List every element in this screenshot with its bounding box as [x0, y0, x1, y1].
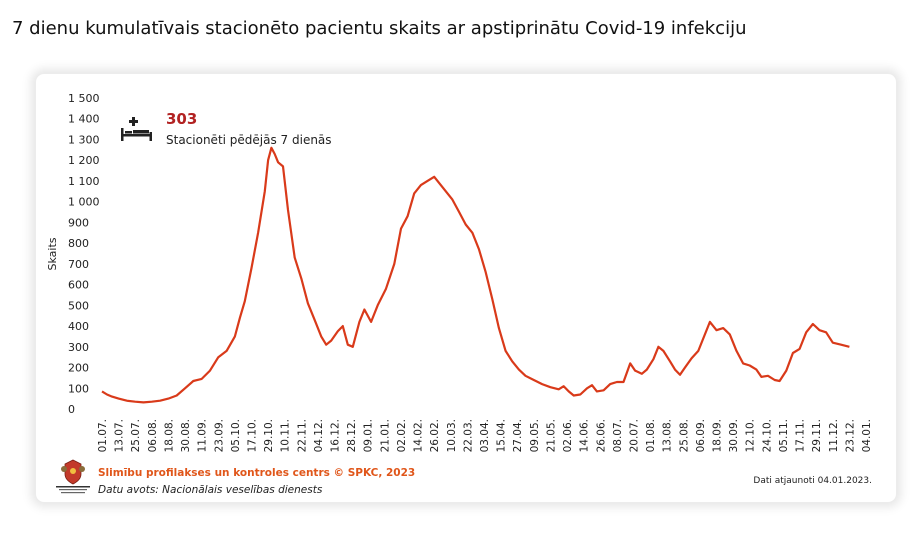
x-tick-label: 13.07. [114, 419, 126, 452]
series-line [101, 146, 850, 404]
y-tick-label: 900 [68, 216, 89, 229]
x-tick-label: 11.12. [828, 419, 840, 452]
y-axis: 0 100 200 300 400 500 600 700 800 900 1 000 1 100 1 … [68, 92, 100, 416]
x-tick-label: 18.09. [712, 419, 724, 452]
x-tick-label: 28.12. [346, 419, 358, 452]
x-tick-label: 23.12. [844, 419, 856, 452]
x-tick-label: 06.08. [147, 419, 159, 452]
source-organization: Slimību profilakses un kontroles centrs … [98, 467, 416, 479]
x-tick-label: 05.10. [230, 419, 242, 452]
kpi-label: Stacionēti pēdējās 7 dienās [166, 133, 332, 147]
x-tick-label: 04.12. [313, 419, 325, 452]
x-tick-label: 01.08. [645, 419, 657, 452]
x-tick-label: 30.08. [180, 419, 192, 452]
x-tick-label: 03.04. [479, 419, 491, 452]
x-tick-label: 25.08. [678, 419, 690, 452]
x-tick-label: 25.07. [130, 419, 142, 452]
updated-date-note: Dati atjaunoti 04.01.2023. [753, 476, 872, 486]
x-tick-label: 02.02. [396, 419, 408, 452]
y-tick-label: 700 [68, 258, 89, 271]
x-tick-label: 04.01. [861, 419, 873, 452]
chart-card: 0 100 200 300 400 500 600 700 800 900 1 000 1 100 1 … [36, 74, 896, 502]
y-tick-label: 1 300 [68, 133, 100, 146]
x-tick-label: 22.03. [462, 419, 474, 452]
y-axis-label: Skaits [46, 237, 59, 270]
x-tick-label: 15.04. [496, 419, 508, 452]
x-tick-label: 09.01. [363, 419, 375, 452]
x-tick-label: 05.11. [778, 419, 790, 452]
y-tick-label: 200 [68, 362, 89, 375]
y-tick-label: 1 400 [68, 113, 100, 126]
y-tick-label: 1 500 [68, 92, 100, 105]
x-tick-label: 24.10. [761, 419, 773, 452]
x-tick-label: 02.06. [562, 419, 574, 452]
x-tick-label: 14.02. [413, 419, 425, 452]
x-tick-label: 22.11. [296, 419, 308, 452]
y-tick-label: 300 [68, 341, 89, 354]
x-tick-label: 09.05. [529, 419, 541, 452]
x-tick-label: 17.11. [795, 419, 807, 452]
page-title: 7 dienu kumulatīvais stacionēto pacientu… [12, 18, 747, 39]
y-tick-label: 1 100 [68, 175, 100, 188]
x-tick-label: 26.06. [595, 419, 607, 452]
x-tick-label: 17.10. [246, 419, 258, 452]
spkc-logo [50, 457, 96, 499]
x-tick-label: 16.12. [330, 419, 342, 452]
x-tick-label: 27.04. [512, 419, 524, 452]
y-tick-label: 0 [68, 403, 75, 416]
y-tick-label: 600 [68, 279, 89, 292]
x-tick-label: 20.07. [628, 419, 640, 452]
x-tick-label: 29.10. [263, 419, 275, 452]
y-tick-label: 400 [68, 320, 89, 333]
x-tick-label: 06.09. [695, 419, 707, 452]
x-axis: 01.07. 13.07. 25.07. 06.08. 18.08. 30.08. 11.0… [97, 419, 873, 452]
data-source-note: Datu avots: Nacionālais veselības dienes… [98, 484, 323, 496]
x-tick-label: 30.09. [728, 419, 740, 452]
y-tick-label: 1 200 [68, 154, 100, 167]
x-tick-label: 12.10. [745, 419, 757, 452]
y-tick-label: 800 [68, 237, 89, 250]
hospital-bed-icon [120, 116, 154, 146]
x-tick-label: 23.09. [213, 419, 225, 452]
x-tick-label: 13.08. [662, 419, 674, 452]
y-tick-label: 1 000 [68, 196, 100, 209]
y-tick-label: 500 [68, 299, 89, 312]
x-tick-label: 10.11. [280, 419, 292, 452]
series-line-group [101, 146, 850, 404]
x-tick-label: 26.02. [429, 419, 441, 452]
y-tick-label: 100 [68, 382, 89, 395]
x-tick-label: 08.07. [612, 419, 624, 452]
x-tick-label: 11.09. [197, 419, 209, 452]
x-tick-label: 01.07. [97, 419, 109, 452]
x-tick-label: 29.11. [811, 419, 823, 452]
x-tick-label: 21.01. [379, 419, 391, 452]
kpi-value: 303 [166, 110, 198, 128]
x-tick-label: 14.06. [579, 419, 591, 452]
line-chart: 0 100 200 300 400 500 600 700 800 900 1 000 1 100 1 … [46, 92, 873, 452]
x-tick-label: 10.03. [446, 419, 458, 452]
x-tick-label: 21.05. [545, 419, 557, 452]
x-tick-label: 18.08. [163, 419, 175, 452]
